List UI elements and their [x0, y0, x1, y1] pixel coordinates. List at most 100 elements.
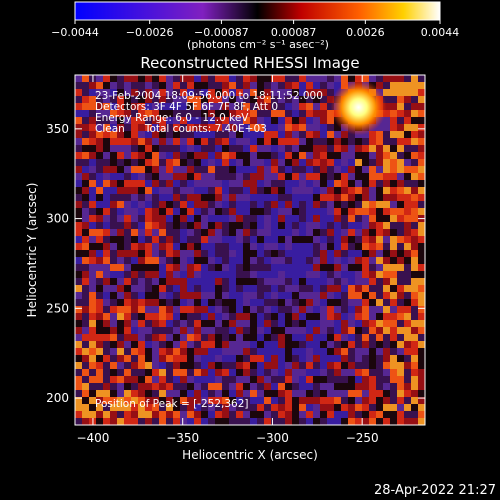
heatmap-cell [201, 75, 208, 82]
heatmap-cell [313, 243, 320, 250]
heatmap-cell [145, 250, 152, 257]
heatmap-cell [152, 124, 159, 131]
heatmap-cell [369, 299, 376, 306]
heatmap-cell [257, 376, 264, 383]
heatmap-cell [383, 362, 390, 369]
heatmap-cell [82, 348, 89, 355]
heatmap-cell [390, 418, 397, 425]
heatmap-cell [201, 362, 208, 369]
heatmap-cell [201, 341, 208, 348]
heatmap-cell [257, 117, 264, 124]
heatmap-cell [229, 173, 236, 180]
heatmap-cell [138, 222, 145, 229]
heatmap-cell [411, 292, 418, 299]
heatmap-cell [418, 362, 425, 369]
heatmap-cell [103, 250, 110, 257]
heatmap-cell [243, 271, 250, 278]
heatmap-cell [103, 89, 110, 96]
heatmap-cell [236, 166, 243, 173]
heatmap-cell [145, 376, 152, 383]
heatmap-cell [334, 383, 341, 390]
heatmap-cell [89, 383, 96, 390]
heatmap-cell [145, 131, 152, 138]
heatmap-cell [131, 117, 138, 124]
heatmap-cell [243, 173, 250, 180]
heatmap-cell [159, 166, 166, 173]
heatmap-cell [313, 110, 320, 117]
heatmap-cell [383, 418, 390, 425]
heatmap-cell [397, 215, 404, 222]
heatmap-cell [306, 348, 313, 355]
heatmap-cell [145, 264, 152, 271]
heatmap-cell [187, 82, 194, 89]
heatmap-cell [285, 75, 292, 82]
heatmap-cell [390, 117, 397, 124]
heatmap-cell [355, 264, 362, 271]
heatmap-cell [110, 243, 117, 250]
heatmap-cell [201, 264, 208, 271]
heatmap-cell [299, 243, 306, 250]
heatmap-cell [376, 201, 383, 208]
heatmap-cell [159, 362, 166, 369]
heatmap-cell [89, 201, 96, 208]
heatmap-cell [243, 117, 250, 124]
heatmap-cell [362, 208, 369, 215]
heatmap-cell [222, 180, 229, 187]
heatmap-cell [341, 334, 348, 341]
heatmap-cell [334, 166, 341, 173]
heatmap-cell [411, 383, 418, 390]
heatmap-cell [306, 152, 313, 159]
heatmap-cell [257, 166, 264, 173]
heatmap-cell [264, 257, 271, 264]
heatmap-cell [124, 75, 131, 82]
heatmap-cell [418, 194, 425, 201]
heatmap-cell [292, 243, 299, 250]
heatmap-cell [208, 327, 215, 334]
heatmap-cell [82, 124, 89, 131]
heatmap-cell [243, 404, 250, 411]
heatmap-cell [418, 334, 425, 341]
heatmap-cell [229, 243, 236, 250]
heatmap-cell [75, 229, 82, 236]
heatmap-cell [229, 376, 236, 383]
heatmap-cell [222, 194, 229, 201]
heatmap-cell [243, 390, 250, 397]
heatmap-cell [306, 341, 313, 348]
heatmap-cell [131, 159, 138, 166]
heatmap-cell [138, 264, 145, 271]
heatmap-cell [82, 117, 89, 124]
heatmap-cell [383, 306, 390, 313]
heatmap-cell [292, 264, 299, 271]
heatmap-cell [404, 159, 411, 166]
heatmap-cell [229, 201, 236, 208]
heatmap-cell [257, 362, 264, 369]
heatmap-cell [229, 75, 236, 82]
heatmap-cell [264, 306, 271, 313]
heatmap-cell [418, 355, 425, 362]
heatmap-cell [264, 152, 271, 159]
heatmap-cell [145, 208, 152, 215]
heatmap-cell [138, 292, 145, 299]
heatmap-cell [82, 383, 89, 390]
heatmap-cell [264, 117, 271, 124]
heatmap-cell [187, 159, 194, 166]
heatmap-cell [369, 418, 376, 425]
heatmap-cell [117, 383, 124, 390]
heatmap-cell [285, 355, 292, 362]
heatmap-cell [327, 208, 334, 215]
heatmap-cell [236, 411, 243, 418]
heatmap-cell [110, 271, 117, 278]
heatmap-cell [180, 404, 187, 411]
heatmap-cell [327, 117, 334, 124]
heatmap-cell [341, 348, 348, 355]
heatmap-cell [215, 173, 222, 180]
heatmap-cell [96, 201, 103, 208]
heatmap-cell [201, 397, 208, 404]
heatmap-cell [390, 215, 397, 222]
heatmap-cell [110, 166, 117, 173]
heatmap-cell [173, 194, 180, 201]
heatmap-cell [404, 376, 411, 383]
heatmap-cell [124, 138, 131, 145]
heatmap-cell [404, 278, 411, 285]
heatmap-cell [306, 103, 313, 110]
